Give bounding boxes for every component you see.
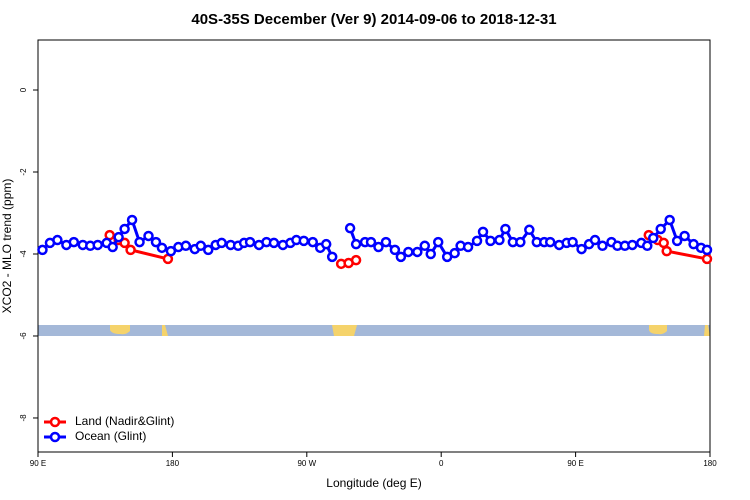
series-point — [320, 238, 332, 250]
chart-title: 40S-35S December (Ver 9) 2014-09-06 to 2… — [191, 11, 556, 28]
series-point — [658, 237, 669, 249]
series-point — [244, 236, 256, 248]
series-point — [701, 244, 713, 256]
series-point — [589, 234, 601, 246]
legend-label: Land (Nadir&Glint) — [75, 414, 174, 428]
series-point — [107, 241, 118, 253]
x-tick-label: 180 — [703, 459, 717, 468]
series-point — [126, 214, 138, 226]
series-point — [52, 234, 63, 246]
series-point — [462, 241, 474, 253]
series-point — [648, 232, 659, 244]
series-point — [664, 214, 675, 226]
series-point — [412, 246, 423, 258]
series-point — [307, 236, 319, 248]
y-tick-label: 0 — [19, 87, 28, 92]
series-point — [425, 248, 436, 260]
x-tick-label: 90 W — [297, 459, 316, 468]
series-point — [134, 236, 145, 248]
series-point — [679, 230, 690, 242]
series-point — [202, 244, 214, 256]
map-strip — [38, 325, 710, 336]
series-point — [524, 224, 535, 236]
series-point — [92, 239, 103, 251]
series-point — [389, 244, 401, 256]
series-point — [37, 244, 48, 256]
series-point — [419, 240, 431, 252]
series-point — [515, 236, 526, 248]
series-point — [150, 236, 162, 248]
legend-marker — [49, 416, 61, 428]
series-point — [642, 240, 653, 252]
series-point — [494, 234, 505, 246]
series-point — [471, 235, 483, 247]
x-tick-label: 180 — [166, 459, 180, 468]
series-point — [326, 251, 338, 263]
legend-marker — [49, 431, 61, 443]
series-point — [350, 254, 362, 266]
series-point — [216, 237, 227, 249]
series-point — [432, 236, 444, 248]
series-point — [113, 231, 124, 243]
series-point — [180, 240, 192, 252]
x-tick-label: 90 E — [567, 459, 583, 468]
series-point — [500, 223, 511, 235]
series-point — [365, 236, 377, 248]
series-point — [403, 246, 414, 258]
y-tick-label: -2 — [19, 168, 28, 176]
series-point — [567, 236, 578, 248]
y-tick-label: -6 — [19, 332, 28, 340]
series-point — [671, 235, 683, 247]
series-point — [395, 251, 407, 263]
series-point — [119, 223, 130, 235]
y-axis-label: XCO2 - MLO trend (ppm) — [0, 179, 14, 314]
series-point — [268, 237, 280, 249]
series-point — [165, 245, 177, 257]
series-point — [485, 235, 496, 247]
series-point — [655, 223, 666, 235]
legend: Land (Nadir&Glint)Ocean (Glint) — [44, 414, 174, 443]
x-axis-label: Longitude (deg E) — [326, 476, 421, 490]
x-tick-label: 90 E — [30, 459, 46, 468]
series-point — [298, 235, 310, 247]
series-point — [449, 247, 460, 259]
series-point — [350, 238, 362, 250]
series-point — [344, 222, 356, 234]
x-tick-label: 0 — [439, 459, 444, 468]
series-point — [125, 244, 136, 256]
series-point — [143, 230, 154, 242]
y-tick-label: -8 — [19, 414, 28, 422]
series-point — [119, 237, 130, 249]
series-point — [576, 243, 587, 255]
series-point — [477, 226, 489, 238]
series-point — [544, 236, 556, 248]
series-point — [701, 253, 713, 265]
series-point — [195, 240, 207, 252]
series-point — [597, 240, 608, 252]
legend-label: Ocean (Glint) — [75, 429, 146, 443]
series-point — [156, 242, 168, 254]
series-point — [627, 239, 638, 251]
series-point — [661, 245, 672, 257]
series-point — [373, 241, 384, 253]
y-tick-label: -4 — [19, 250, 28, 258]
series-point — [380, 236, 392, 248]
series-point — [68, 236, 80, 248]
